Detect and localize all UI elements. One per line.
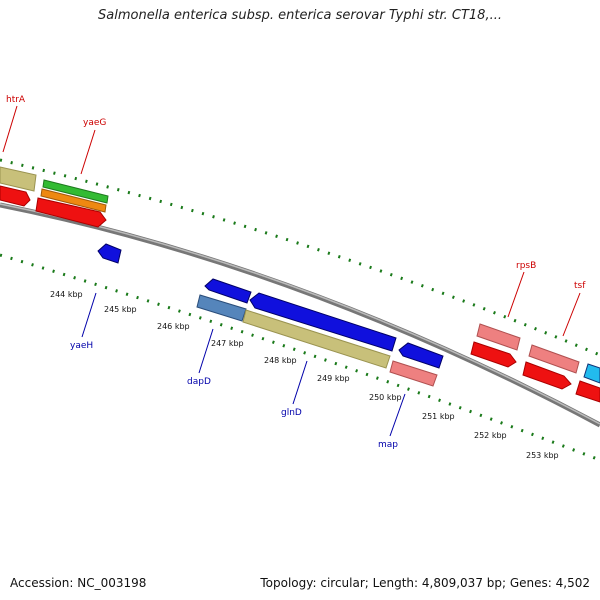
map-title: Salmonella enterica subsp. enterica sero…	[98, 8, 502, 23]
scale-label-246: 246 kbp	[157, 322, 190, 331]
outer-tick-track	[0, 158, 600, 357]
feature-blue-map	[398, 342, 444, 369]
feature-blue-dapD	[204, 278, 252, 304]
feature-blue-small	[97, 243, 122, 264]
feature-khaki-glnD	[242, 309, 391, 369]
gene-label-htrA: htrA	[6, 95, 26, 105]
leader-glnD	[292, 360, 308, 405]
leader-dapD	[198, 328, 214, 374]
gene-label-rpsB: rpsB	[516, 261, 536, 271]
scale-label-244: 244 kbp	[50, 290, 83, 299]
feature-red-left	[0, 185, 31, 207]
feature-red-yaeG	[35, 197, 107, 228]
scale-label-245: 245 kbp	[104, 305, 137, 314]
feature-red-right	[575, 380, 600, 403]
gene-label-yaeG: yaeG	[83, 118, 106, 128]
leader-htrA	[2, 105, 18, 153]
feature-green-yaeG	[42, 179, 109, 204]
feature-red-tsf	[522, 361, 572, 390]
gene-label-yaeH: yaeH	[70, 341, 93, 351]
feature-red-rpsB	[470, 341, 517, 368]
scale-label-247: 247 kbp	[211, 339, 244, 348]
scale-label-253: 253 kbp	[526, 451, 559, 460]
leader-tsf	[562, 292, 581, 337]
leader-yaeG	[80, 129, 96, 175]
scale-label-252: 252 kbp	[474, 431, 507, 440]
scale-label-249: 249 kbp	[317, 374, 350, 383]
feature-khaki-left	[0, 166, 37, 192]
feature-pink-rpsB	[476, 323, 521, 351]
topology-summary: Topology: circular; Length: 4,809,037 bp…	[260, 576, 590, 590]
feature-blue-glnD	[249, 292, 397, 352]
gene-label-glnD: glnD	[281, 408, 302, 418]
gene-label-map: map	[378, 440, 398, 450]
gene-label-dapD: dapD	[187, 377, 211, 387]
scale-label-250: 250 kbp	[369, 393, 402, 402]
gene-label-tsf: tsf	[574, 281, 586, 291]
leader-yaeH	[81, 292, 97, 338]
leader-rpsB	[507, 271, 525, 318]
leader-map	[389, 393, 406, 437]
accession-text: Accession: NC_003198	[10, 576, 147, 590]
scale-label-248: 248 kbp	[264, 356, 297, 365]
feature-pink-map	[389, 360, 438, 387]
feature-orange-yaeG	[40, 188, 107, 213]
inner-tick-track	[0, 253, 600, 462]
feature-cyan-right	[583, 363, 600, 384]
feature-pink-tsf	[528, 344, 580, 374]
feature-steel-dapD	[196, 294, 247, 322]
scale-label-251: 251 kbp	[422, 412, 455, 421]
